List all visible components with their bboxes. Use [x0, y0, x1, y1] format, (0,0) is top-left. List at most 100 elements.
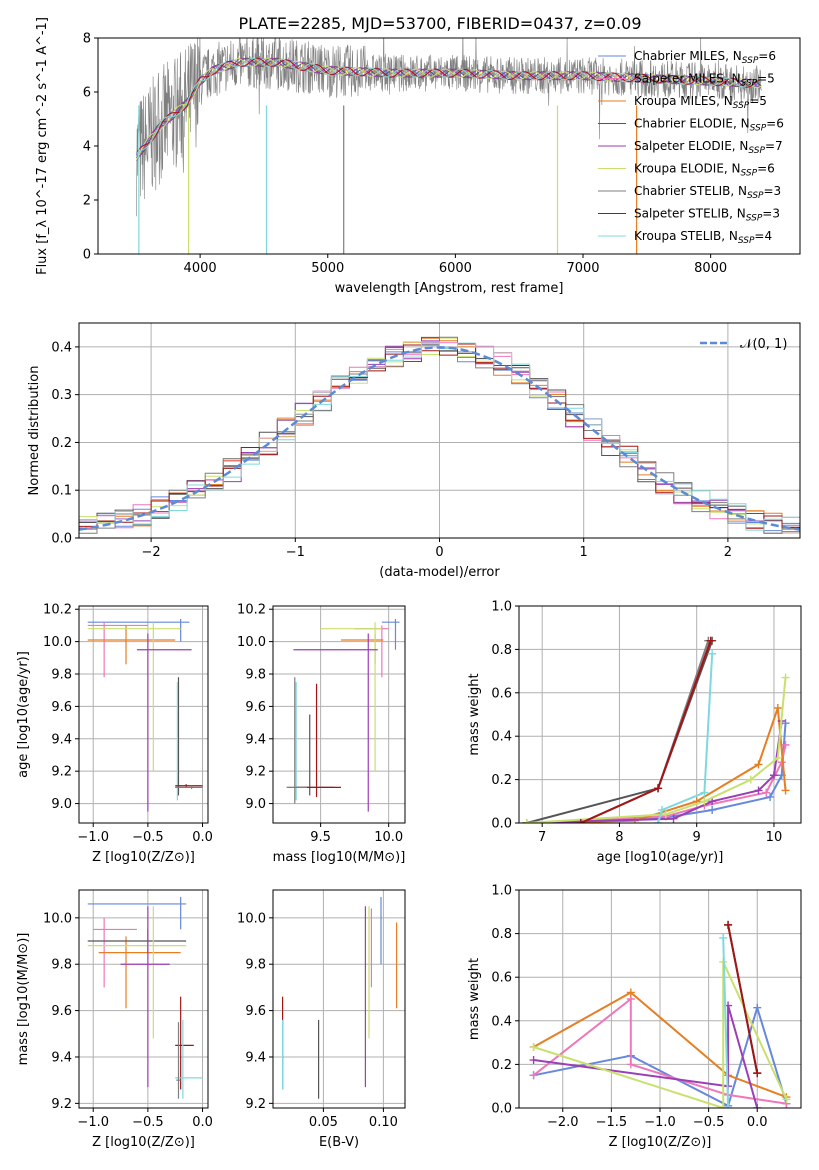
legend-entry-sub: SSP [748, 146, 765, 156]
x-tick-label: 0.0 [747, 1115, 768, 1130]
panel-spectrum: 4000 5000 6000 7000 8000 0 2 4 6 8 wavelength [Ang… [35, 17, 801, 296]
y-tick-label: 0.6 [491, 971, 512, 986]
y-tick-label: 1.0 [491, 600, 512, 615]
y-tick-label: 0.0 [491, 817, 512, 832]
panel-residuals: −2 −1 0 1 2 0.0 0.1 0.2 0.3 0.4 (data-model)/error… [27, 322, 801, 580]
y-tick-label: 10.0 [43, 911, 72, 926]
y-tick-label: 0.3 [51, 388, 72, 403]
x-tick-label: −1 [286, 545, 305, 560]
plot-area [273, 890, 405, 1108]
legend-entry-name: Kroupa MILES [634, 94, 716, 108]
weight-point-marker [669, 814, 678, 823]
legend-entry: Chabrier ELODIE, NSSP=6 [634, 117, 784, 134]
x-tick-label: −1.0 [644, 1115, 676, 1130]
y-tick-label: 9.6 [51, 1004, 72, 1019]
y-tick-label: 9.0 [51, 797, 72, 812]
weight-point-marker [766, 792, 775, 801]
legend-entry-name: Kroupa ELODIE [634, 162, 724, 176]
legend-entry: Kroupa STELIB, NSSP=4 [634, 229, 772, 246]
axes-frame [272, 605, 406, 824]
plot-area [273, 606, 405, 823]
weight-point-marker [781, 740, 790, 749]
legend-entry-sub: SSP [746, 214, 763, 224]
x-tick-label: 2 [724, 545, 732, 560]
y-tick-label: 9.8 [51, 668, 72, 683]
y-tick-label: 9.4 [245, 732, 266, 747]
y-tick-label: 9.0 [245, 797, 266, 812]
y-tick-label: 9.6 [245, 700, 266, 715]
y-tick-label: 8 [83, 32, 91, 47]
legend-entry-n: , N [724, 72, 741, 86]
y-axis-label: mass weight [467, 958, 482, 1040]
legend-entry-sub: SSP [741, 79, 758, 89]
y-axis-label: Flux [f_λ 10^-17 erg cm^-2 s^-1 A^-1] [35, 17, 50, 275]
y-tick-label: 1.0 [491, 884, 512, 899]
y-tick-label: 9.2 [245, 765, 266, 780]
x-tick-label: 0.0 [192, 830, 213, 845]
x-tick-label: 10.0 [374, 830, 403, 845]
weight-point-marker [626, 988, 635, 997]
y-tick-label: 0.4 [491, 730, 512, 745]
weight-series-line [580, 640, 712, 823]
x-tick-label: −1.5 [596, 1115, 628, 1130]
x-tick-label: 7 [538, 830, 546, 845]
x-tick-label: 0.0 [192, 1115, 213, 1130]
legend-entry-n: , N [724, 162, 741, 176]
weight-series-line [657, 653, 714, 823]
y-tick-label: 0 [83, 248, 91, 263]
y-tick-label: 0.6 [491, 686, 512, 701]
spectrum-model-line [135, 57, 762, 154]
weight-point-marker [719, 1104, 728, 1108]
y-tick-label: 0.0 [51, 532, 72, 547]
weight-point-marker [746, 775, 755, 784]
x-tick-label: −1.0 [77, 1115, 109, 1130]
legend-entry: Salpeter MILES, NSSP=5 [634, 72, 775, 89]
legend-entry-name: Salpeter ELODIE [634, 139, 732, 153]
x-tick-label: 0 [435, 545, 443, 560]
legend-entry: Salpeter ELODIE, NSSP=7 [634, 139, 783, 156]
weight-point-marker [773, 753, 782, 762]
x-tick-label: −0.5 [693, 1115, 725, 1130]
legend-entry-sub: SSP [742, 56, 759, 66]
y-tick-label: 0.8 [491, 927, 512, 942]
x-tick-label: −2 [142, 545, 161, 560]
weight-point-marker [781, 673, 790, 682]
y-tick-label: 4 [83, 140, 91, 155]
y-tick-label: 10.0 [237, 635, 266, 650]
weight-point-marker [782, 1095, 791, 1104]
weight-point-marker [754, 760, 763, 769]
legend-entry: Salpeter STELIB, NSSP=3 [634, 207, 780, 224]
x-axis-label: age [log10(age/yr)] [597, 850, 724, 865]
weight-series-line [533, 991, 787, 1099]
weight-point-marker [773, 703, 782, 712]
x-tick-label: −2.0 [547, 1115, 579, 1130]
plot-area [79, 323, 800, 538]
weight-point-marker [719, 933, 728, 942]
y-tick-label: 9.4 [51, 732, 72, 747]
legend-entry-sub: SSP [738, 236, 755, 246]
panel-mass-vs-ebv: 0.05 0.10 9.2 9.4 9.6 9.8 10.0 E(B-V) [237, 889, 406, 1150]
x-tick-label: 1 [580, 545, 588, 560]
y-tick-label: 10.2 [237, 603, 266, 618]
x-axis-label: Z [log10(Z/Z⊙)] [92, 850, 195, 865]
weight-series-line [580, 640, 710, 823]
y-tick-label: 9.2 [245, 1097, 266, 1112]
y-tick-label: 9.2 [51, 765, 72, 780]
x-tick-label: 7000 [566, 261, 599, 276]
weight-point-marker [754, 786, 763, 795]
legend-entry-nssp: =6 [766, 117, 784, 131]
x-tick-label: −0.5 [132, 1115, 164, 1130]
plot-area [79, 606, 208, 823]
weight-point-marker [724, 920, 733, 929]
legend-entry-name: Chabrier ELODIE [634, 117, 733, 131]
spectrum-data-line [136, 38, 762, 217]
legend-entry-nssp: =3 [764, 184, 782, 198]
weight-point-marker [753, 1003, 762, 1012]
legend-entry-n: , N [721, 229, 738, 243]
x-tick-label: 10 [766, 830, 783, 845]
legend-entry: Chabrier STELIB, NSSP=3 [634, 184, 781, 201]
y-tick-label: 0.0 [491, 1102, 512, 1117]
plot-area [79, 890, 208, 1108]
panel-weight-vs-age: 7 8 9 10 0.0 0.2 0.4 0.6 0.8 1.0 age [log10(age/yr… [467, 600, 802, 865]
y-tick-label: 10.2 [43, 603, 72, 618]
